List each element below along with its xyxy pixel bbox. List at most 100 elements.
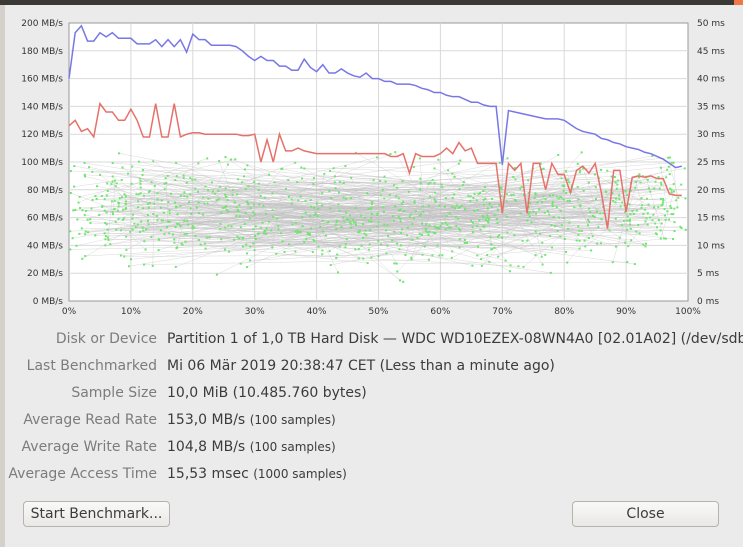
access-sample-point [549,271,552,274]
access-seek-line [436,187,501,229]
access-sample-point [672,213,675,216]
y-left-tick-label: 0 MB/s [33,297,64,307]
access-sample-point [309,215,312,218]
write-rate-number: 104,8 MB/s [167,439,246,455]
access-seek-line [190,179,648,195]
access-seek-line [112,162,395,186]
access-sample-point [312,238,315,241]
access-sample-point [314,212,317,215]
access-sample-point [175,175,178,178]
access-sample-point [265,227,268,230]
access-sample-point [174,179,177,182]
access-seek-line [174,215,495,243]
access-sample-point [306,231,309,234]
access-sample-point [197,212,200,215]
access-sample-point [379,243,382,246]
access-sample-point [639,181,642,184]
access-sample-point [122,208,125,211]
access-sample-point [294,161,297,164]
access-sample-point [205,236,208,239]
x-tick-label: 90% [616,307,636,315]
read-rate-line [68,24,682,169]
access-sample-point [186,195,189,198]
access-seek-line [140,192,561,198]
access-sample-point [626,194,629,197]
access-sample-point [534,230,537,233]
access-sample-point [419,177,422,180]
access-seek-line [101,158,208,197]
access-sample-point [354,248,357,251]
access-sample-point [313,240,316,243]
access-sample-point [469,195,472,198]
access-seek-line [264,188,287,231]
access-seek-line [166,182,169,222]
access-sample-point [270,229,273,232]
access-sample-point [329,264,332,267]
x-tick-label: 20% [183,307,203,315]
access-sample-point [397,197,400,200]
access-sample-point [223,248,226,251]
access-sample-point [76,218,79,221]
start-benchmark-button[interactable]: Start Benchmark... [23,501,170,527]
access-sample-point [448,212,451,215]
access-sample-point [497,255,500,258]
sample-size-value: 10,0 MiB (10.485.760 bytes) [167,385,367,401]
access-sample-point [345,218,348,221]
access-sample-point [146,219,149,222]
access-seek-line [649,205,662,218]
access-sample-point [488,217,491,220]
info-row-disk: Disk or Device Partition 1 of 1,0 TB Har… [0,331,743,353]
access-time-scatter [69,151,687,283]
y-left-tick-label: 60 MB/s [27,214,63,224]
access-sample-point [482,203,485,206]
access-sample-point [136,206,139,209]
access-sample-point [399,217,402,220]
access-time-label: Average Access Time [8,466,157,482]
access-sample-point [88,166,91,169]
access-sample-point [616,179,619,182]
access-seek-line [474,210,570,223]
access-seek-line [181,227,261,244]
access-sample-point [342,216,345,219]
access-sample-point [156,192,159,195]
access-sample-point [305,238,308,241]
access-sample-point [95,185,98,188]
access-sample-point [479,191,482,194]
access-sample-point [594,186,597,189]
access-sample-point [380,194,383,197]
access-sample-point [139,186,142,189]
access-sample-point [386,244,389,247]
access-sample-point [364,229,367,232]
access-seek-line [318,208,624,222]
access-sample-point [192,226,195,229]
access-sample-point [354,221,357,224]
access-sample-point [454,215,457,218]
access-sample-point [114,185,117,188]
access-sample-point [235,215,238,218]
access-sample-point [139,179,142,182]
access-sample-point [419,182,422,185]
access-sample-point [404,254,407,257]
access-sample-point [649,190,652,193]
access-seek-line [331,197,659,221]
access-sample-point [111,180,114,183]
access-sample-point [236,193,239,196]
access-sample-point [300,166,303,169]
access-sample-point [670,188,673,191]
close-button[interactable]: Close [572,501,719,527]
access-sample-point [672,161,675,164]
access-sample-point [644,208,647,211]
access-sample-point [104,244,107,247]
access-seek-line [169,202,530,214]
access-sample-point [190,212,193,215]
access-sample-point [501,236,504,239]
access-seek-line [140,198,346,233]
access-sample-point [401,228,404,231]
access-sample-point [401,180,404,183]
access-seek-line [660,167,668,212]
access-sample-point [614,197,617,200]
access-sample-point [663,237,666,240]
access-sample-point [403,209,406,212]
access-sample-point [619,205,622,208]
access-sample-point [402,200,405,203]
